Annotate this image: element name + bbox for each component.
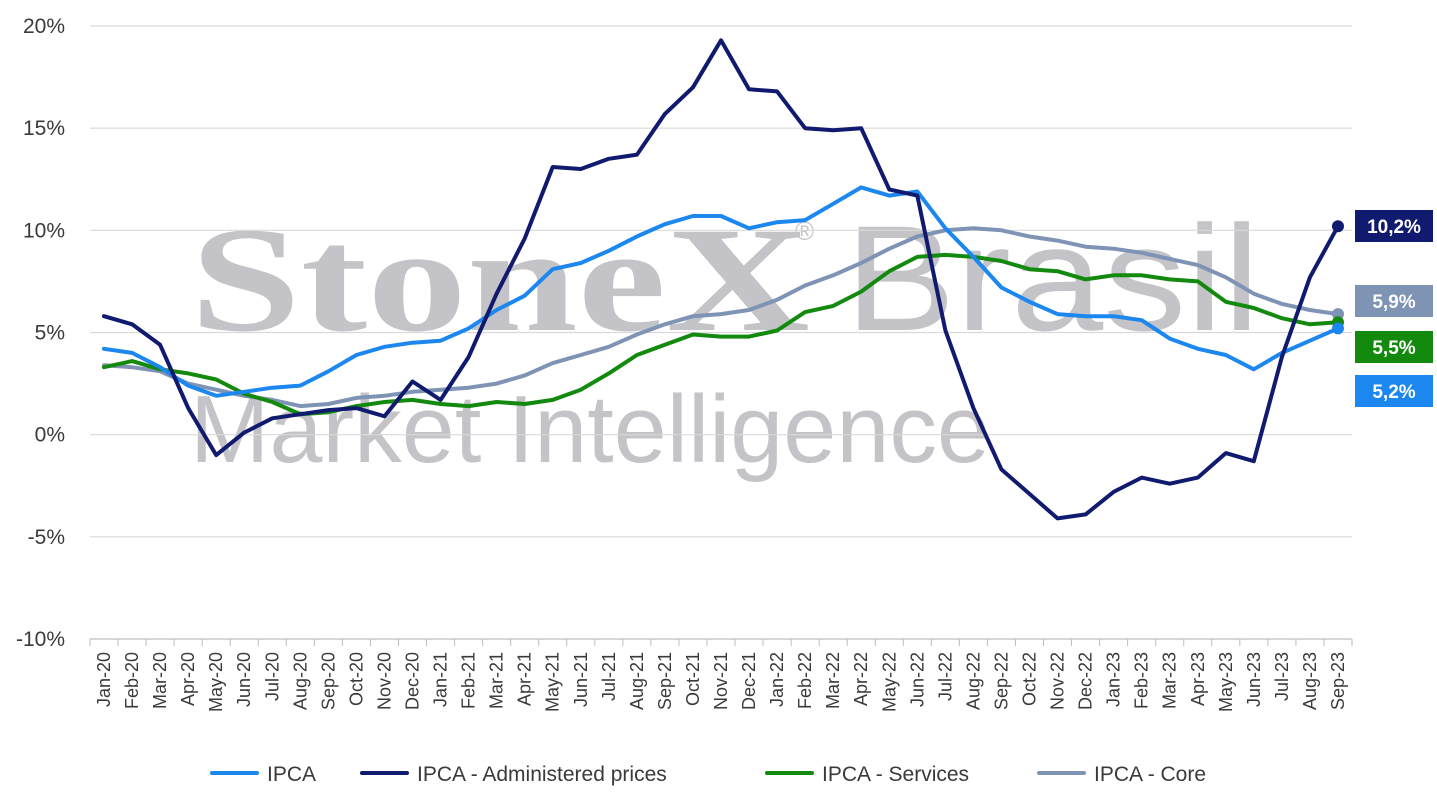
- watermark: StoneX ® Brasil Market Intelligence: [190, 194, 1260, 483]
- x-tick-label: Oct-22: [1019, 652, 1039, 706]
- x-axis-ticks: Jan-20 Feb-20 Mar-20 Apr-20 May-20 Jun-20 Jul-…: [89, 639, 1353, 712]
- x-tick-label: Mar-21: [487, 652, 507, 709]
- x-tick-label: Jun-20: [234, 652, 254, 707]
- y-tick-label: 5%: [35, 322, 65, 345]
- x-tick-label: Dec-20: [403, 652, 423, 710]
- x-tick-label: Jul-23: [1272, 652, 1292, 701]
- end-markers: [1331, 220, 1344, 335]
- end-label-text: 5,2%: [1372, 382, 1415, 403]
- watermark-suffix: Brasil: [845, 194, 1260, 362]
- x-tick-label: May-22: [879, 652, 899, 712]
- end-label-text: 5,5%: [1372, 338, 1415, 359]
- legend-label: IPCA - Services: [822, 763, 969, 786]
- y-tick-label: -5%: [28, 526, 65, 549]
- x-tick-label: Sep-20: [318, 652, 338, 710]
- x-tick-label: May-20: [206, 652, 226, 712]
- x-tick-label: Mar-23: [1160, 652, 1180, 709]
- series-lines: [102, 38, 1340, 521]
- x-tick-label: Feb-22: [795, 652, 815, 709]
- x-tick-label: Feb-21: [459, 652, 479, 709]
- x-tick-label: May-21: [543, 652, 563, 712]
- series-line-3: [102, 38, 1340, 521]
- x-tick-label: Jun-23: [1244, 652, 1264, 707]
- end-label-box: [1355, 210, 1433, 242]
- x-tick-label: Jun-22: [907, 652, 927, 707]
- end-labels: 10,2% 5,9% 5,5% 5,2%: [1355, 210, 1433, 407]
- y-tick-label: 0%: [35, 424, 65, 447]
- x-tick-label: Nov-21: [711, 652, 731, 710]
- y-tick-label: 10%: [23, 219, 65, 242]
- x-tick-label: Dec-21: [739, 652, 759, 710]
- x-tick-label: Feb-23: [1132, 652, 1152, 709]
- x-tick-label: Jul-21: [599, 652, 619, 701]
- x-tick-label: Jan-20: [94, 652, 114, 707]
- legend-label: IPCA - Core: [1094, 763, 1206, 786]
- y-tick-label: 20%: [23, 15, 65, 38]
- x-tick-label: Jan-22: [767, 652, 787, 707]
- x-tick-label: Feb-20: [122, 652, 142, 709]
- end-label-box: [1355, 331, 1433, 363]
- x-tick-label: Apr-22: [851, 652, 871, 706]
- x-tick-label: Jul-22: [935, 652, 955, 701]
- series-end-marker: [1331, 322, 1344, 335]
- watermark-registered: ®: [795, 216, 814, 246]
- x-tick-label: Apr-21: [515, 652, 535, 706]
- legend-label: IPCA: [267, 763, 316, 786]
- x-tick-label: Mar-22: [823, 652, 843, 709]
- watermark-tagline: Market Intelligence: [190, 376, 990, 483]
- series-line-0: [102, 226, 1340, 409]
- x-tick-label: Nov-20: [374, 652, 394, 710]
- x-tick-label: Aug-21: [627, 652, 647, 710]
- x-tick-label: Oct-20: [346, 652, 366, 706]
- x-tick-label: Aug-23: [1300, 652, 1320, 710]
- x-tick-label: Apr-23: [1188, 652, 1208, 706]
- x-tick-label: Oct-21: [683, 652, 703, 706]
- legend: IPCA IPCA - Administered prices IPCA - Ser…: [210, 763, 1206, 786]
- x-tick-label: Sep-23: [1328, 652, 1348, 710]
- y-tick-label: 15%: [23, 117, 65, 140]
- y-axis-ticks: 20% 15% 10% 5% 0% -5% -10%: [16, 15, 65, 651]
- x-tick-label: Jul-20: [262, 652, 282, 701]
- x-tick-label: Aug-22: [963, 652, 983, 710]
- series-line-2: [102, 185, 1340, 398]
- x-tick-label: Jun-21: [571, 652, 591, 707]
- x-tick-label: Sep-22: [991, 652, 1011, 710]
- end-label-text: 10,2%: [1367, 217, 1421, 238]
- end-label-box: [1355, 285, 1433, 317]
- x-tick-label: Sep-21: [655, 652, 675, 710]
- x-tick-label: Dec-22: [1076, 652, 1096, 710]
- x-tick-label: Jan-21: [431, 652, 451, 707]
- legend-label: IPCA - Administered prices: [417, 763, 667, 786]
- x-tick-label: Jan-23: [1104, 652, 1124, 707]
- x-tick-label: Mar-20: [150, 652, 170, 709]
- x-tick-label: Apr-20: [178, 652, 198, 706]
- gridlines: [90, 25, 1352, 640]
- y-tick-label: -10%: [16, 628, 65, 651]
- end-label-text: 5,9%: [1372, 292, 1415, 313]
- x-tick-label: Aug-20: [290, 652, 310, 710]
- series-end-marker: [1331, 220, 1344, 233]
- x-tick-label: Nov-22: [1048, 652, 1068, 710]
- end-label-box: [1355, 375, 1433, 407]
- x-tick-label: May-23: [1216, 652, 1236, 712]
